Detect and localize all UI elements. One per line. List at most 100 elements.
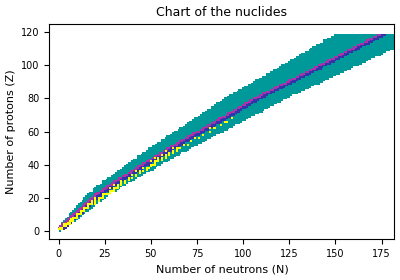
Point [351,58,357,62]
Point [153,143,160,147]
Point [318,66,324,71]
Point [299,66,305,71]
Point [188,129,195,134]
Point [236,108,243,112]
Point [87,199,93,203]
Point [205,131,211,136]
Point [334,57,340,61]
Point [120,182,126,187]
Point [330,70,337,74]
Point [234,96,241,101]
Point [391,40,398,44]
Point [343,58,350,62]
Point [179,137,186,142]
Point [342,58,348,62]
Point [223,99,230,104]
Point [284,83,291,87]
Point [330,45,337,49]
Point [242,85,248,89]
Point [177,129,184,134]
Point [327,55,333,59]
Point [109,177,115,182]
Point [136,166,143,170]
Point [304,57,311,61]
Point [98,191,104,195]
Point [382,41,388,46]
Point [174,153,180,157]
Point [166,136,172,140]
Point [362,40,368,44]
Point [399,38,400,43]
Point [303,75,309,79]
Point [222,106,228,111]
Point [247,86,254,91]
Point [232,95,239,99]
Point [366,41,372,46]
Point [247,98,254,102]
Point [299,76,305,81]
Point [369,48,376,53]
Point [382,45,388,49]
Point [266,81,272,86]
Point [334,43,340,48]
Point [210,124,217,129]
Point [375,33,381,38]
Point [81,199,88,203]
Point [162,157,169,162]
Point [207,123,213,127]
Point [136,164,143,169]
Point [103,186,110,190]
Point [328,52,335,56]
Point [336,57,342,61]
Point [247,98,254,102]
Point [124,181,130,185]
Point [181,137,187,142]
Point [253,99,259,104]
Point [332,45,338,49]
Point [393,41,400,46]
Point [107,176,114,180]
Point [246,91,252,96]
Point [310,65,316,69]
Point [358,57,364,61]
Point [343,50,350,54]
Point [323,45,329,49]
Point [208,104,215,109]
Point [327,63,333,67]
Point [258,106,265,111]
Point [150,151,156,155]
Point [172,137,178,142]
Point [170,139,176,144]
Point [378,52,385,56]
Point [168,149,174,154]
Point [358,61,364,66]
Point [351,35,357,39]
Point [216,116,222,120]
Point [160,143,167,147]
Point [292,85,298,89]
Point [279,83,285,87]
Point [183,139,189,144]
Point [323,61,329,66]
Point [347,45,353,49]
Point [249,91,256,96]
Point [280,80,287,84]
Point [373,33,379,38]
Point [212,123,219,127]
Point [328,63,335,67]
Point [294,76,300,81]
Point [294,78,300,82]
Point [229,99,235,104]
Point [301,70,307,74]
Point [70,219,76,223]
Point [186,141,193,145]
Point [382,46,388,51]
Point [251,95,257,99]
Point [367,53,374,58]
Point [340,50,346,54]
Point [332,58,338,62]
Point [214,129,220,134]
Point [362,35,368,39]
Point [352,57,359,61]
Point [354,61,361,66]
